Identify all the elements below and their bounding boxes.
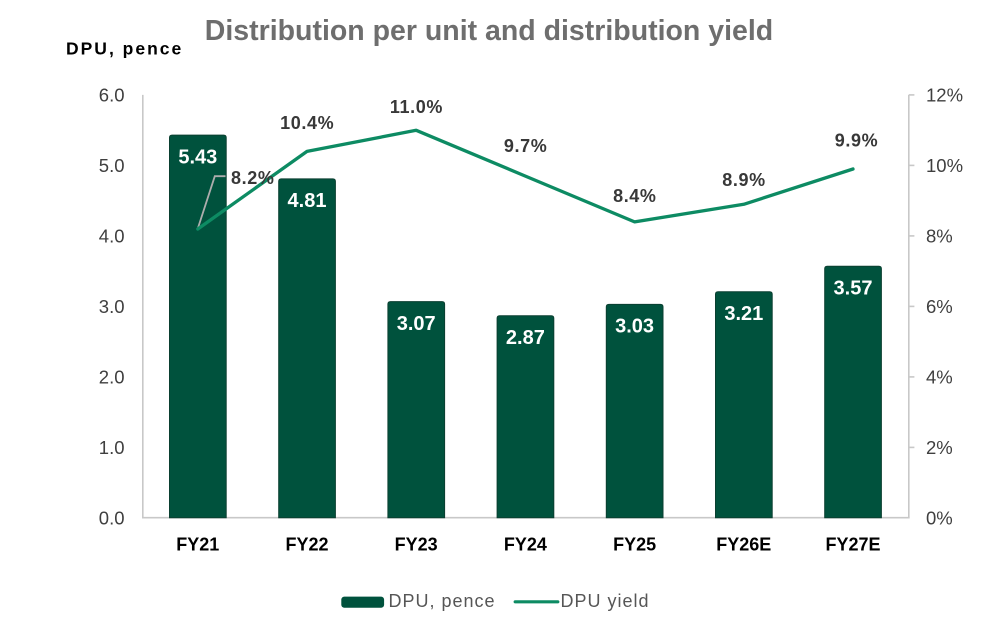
- svg-text:2.0: 2.0: [99, 366, 125, 387]
- svg-text:DPU, pence: DPU, pence: [66, 39, 183, 59]
- svg-text:FY25: FY25: [613, 535, 656, 555]
- svg-text:3.0: 3.0: [99, 296, 125, 317]
- svg-text:4.0: 4.0: [99, 225, 125, 246]
- svg-text:6.0: 6.0: [99, 84, 125, 105]
- svg-text:10%: 10%: [926, 155, 963, 176]
- svg-text:1.0: 1.0: [99, 437, 125, 458]
- svg-text:3.03: 3.03: [615, 316, 654, 338]
- svg-text:0%: 0%: [926, 507, 953, 528]
- svg-text:FY24: FY24: [504, 535, 547, 555]
- svg-text:2.87: 2.87: [506, 327, 545, 349]
- svg-text:8.2%: 8.2%: [231, 168, 274, 188]
- svg-text:0.0: 0.0: [99, 507, 125, 528]
- svg-text:FY21: FY21: [176, 535, 219, 555]
- svg-text:8%: 8%: [926, 225, 953, 246]
- svg-text:Distribution per unit and dist: Distribution per unit and distribution y…: [205, 15, 773, 47]
- svg-text:5.43: 5.43: [178, 146, 217, 168]
- svg-text:9.9%: 9.9%: [835, 131, 878, 151]
- svg-text:FY22: FY22: [285, 535, 328, 555]
- svg-text:3.57: 3.57: [834, 278, 873, 300]
- svg-text:FY27E: FY27E: [825, 535, 880, 555]
- svg-text:DPU, pence: DPU, pence: [389, 591, 496, 611]
- svg-text:8.4%: 8.4%: [613, 186, 656, 206]
- svg-text:4.81: 4.81: [288, 190, 327, 212]
- svg-text:5.0: 5.0: [99, 155, 125, 176]
- svg-text:3.21: 3.21: [724, 303, 763, 325]
- svg-text:10.4%: 10.4%: [280, 113, 334, 133]
- svg-text:FY23: FY23: [395, 535, 438, 555]
- svg-text:4%: 4%: [926, 366, 953, 387]
- svg-text:FY26E: FY26E: [716, 535, 771, 555]
- svg-text:3.07: 3.07: [397, 313, 436, 335]
- svg-text:12%: 12%: [926, 84, 963, 105]
- svg-text:9.7%: 9.7%: [504, 136, 547, 156]
- svg-text:6%: 6%: [926, 296, 953, 317]
- svg-text:2%: 2%: [926, 437, 953, 458]
- svg-text:8.9%: 8.9%: [722, 170, 765, 190]
- svg-text:11.0%: 11.0%: [390, 97, 443, 117]
- svg-text:DPU yield: DPU yield: [561, 591, 650, 611]
